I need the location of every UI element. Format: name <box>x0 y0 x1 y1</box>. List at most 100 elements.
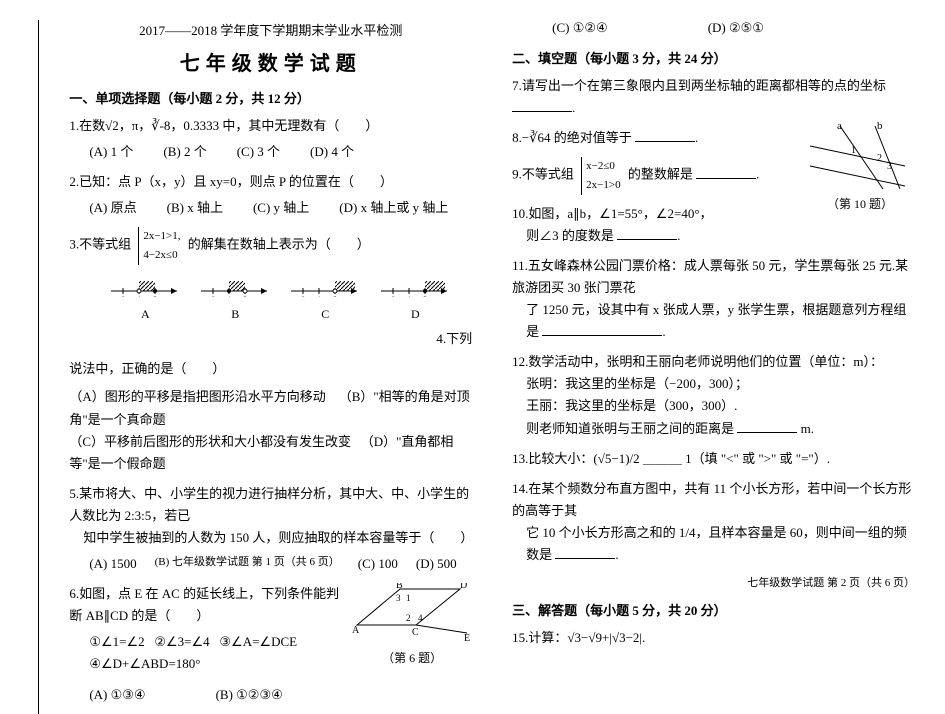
section-1-head: 一、单项选择题（每小题 2 分，共 12 分） <box>69 88 472 107</box>
q6: A B C D E 3 1 2 4 （第 6 题） 6.如图，点 E 在 AC … <box>69 583 472 705</box>
q4-lead: 4.下列 <box>69 328 472 350</box>
svg-text:E: E <box>464 633 470 641</box>
q3-label-d: D <box>379 304 451 324</box>
q12: 12.数学活动中，张明和王丽向老师说明他们的位置（单位：m）： 张明：我这里的坐… <box>512 351 915 439</box>
q6-figure: A B C D E 3 1 2 4 <box>352 583 472 641</box>
q9-sys-top: x−2≤0 <box>586 157 620 176</box>
q12-l2: 张明：我这里的坐标是（−200，300）； <box>526 373 915 395</box>
q3-stem-a: 3.不等式组 <box>69 237 131 252</box>
q9-stem-a: 9.不等式组 <box>512 167 574 182</box>
numberline-b: 0 1 2 <box>199 273 271 297</box>
q10-caption: （第 10 题） <box>805 195 915 212</box>
svg-text:2: 2 <box>406 613 411 623</box>
q14: 14.在某个频数分布直方图中，共有 11 个小长方形，若中间一个长方形的高等于其… <box>512 478 915 566</box>
q8-blank <box>635 128 695 142</box>
svg-text:D: D <box>460 583 467 591</box>
svg-text:0: 0 <box>121 295 126 297</box>
q9-stem-b: 的整数解是 <box>628 167 693 182</box>
q6-o1: ①∠1=∠2 <box>89 634 144 649</box>
q7: 7.请写出一个在第三象限内且到两坐标轴的距离都相等的点的坐标 . <box>512 75 915 119</box>
q1: 1.在数√2，π，∛-8，0.3333 中，其中无理数有（ ） (A) 1 个 … <box>69 115 472 163</box>
numberline-d: 0 1 2 <box>379 273 451 297</box>
svg-text:a: a <box>837 121 842 132</box>
q5-opt-d: (D) 500 <box>416 553 457 575</box>
q12-l3: 王丽：我这里的坐标是（300，300）. <box>526 395 915 417</box>
q2-opt-c: (C) y 轴上 <box>253 197 309 219</box>
q7-blank <box>512 98 572 112</box>
q10-l2: 则∠3 的度数是 <box>526 228 614 243</box>
svg-text:3: 3 <box>396 593 401 603</box>
q5-opt-a: (A) 1500 <box>89 553 136 575</box>
q6-caption: （第 6 题） <box>352 648 472 668</box>
svg-text:2: 2 <box>243 295 248 297</box>
q5: 5.某市将大、中、小学生的视力进行抽样分析，其中大、中、小学生的人数比为 2:3… <box>69 483 472 575</box>
q4-stem: 说法中，正确的是（ ） <box>69 358 472 380</box>
q3-label-b: B <box>199 304 271 324</box>
numberline-a: 0 1 2 <box>109 273 181 297</box>
q6-opt-b: (B) ①②③④ <box>216 684 283 706</box>
q3-sys-bot: 4−2x≤0 <box>143 246 180 265</box>
page-footer-2: 七年级数学试题 第 2 页（共 6 页） <box>512 574 915 590</box>
q2-opt-a: (A) 原点 <box>89 197 136 219</box>
svg-text:3: 3 <box>887 161 892 172</box>
q6-opt-c: (C) ①②④ <box>552 20 608 36</box>
q12-l4: 则老师知道张明与王丽之间的距离是 <box>526 421 734 436</box>
q6-opt-a: (A) ①③④ <box>89 684 145 706</box>
svg-text:0: 0 <box>391 295 396 297</box>
q5-opt-c: (C) 100 <box>358 553 398 575</box>
svg-text:0: 0 <box>301 295 306 297</box>
q1-stem: 1.在数√2，π，∛-8，0.3333 中，其中无理数有（ ） <box>69 115 472 137</box>
q3-diagrams: 0 1 2 A 0 1 <box>109 273 472 324</box>
q4: 说法中，正确的是（ ） （A）图形的平移是指把图形沿水平方向移动 （B）"相等的… <box>69 358 472 474</box>
q6-o2: ②∠3=∠4 <box>154 634 209 649</box>
svg-text:1: 1 <box>406 593 411 603</box>
q3-sys-top: 2x−1>1, <box>143 227 180 246</box>
svg-text:4: 4 <box>418 613 423 623</box>
q5-stem: 5.某市将大、中、小学生的视力进行抽样分析，其中大、中、小学生的人数比为 2:3… <box>69 483 472 527</box>
svg-text:1: 1 <box>317 295 322 297</box>
svg-text:1: 1 <box>227 295 232 297</box>
svg-text:2: 2 <box>877 153 882 164</box>
q1-opt-b: (B) 2 个 <box>163 141 206 163</box>
q6-o3: ③∠A=∠DCE <box>219 634 297 649</box>
svg-text:2: 2 <box>423 295 428 297</box>
svg-text:2: 2 <box>333 295 338 297</box>
q14-blank <box>555 545 615 559</box>
q13-stem: 13.比较大小：(√5−1)/2 ＿＿＿ 1（填 "<" 或 ">" 或 "="… <box>512 451 830 466</box>
q2-opt-b: (B) x 轴上 <box>167 197 223 219</box>
numberline-c: 0 1 2 <box>289 273 361 297</box>
doc-header: 2017——2018 学年度下学期期末学业水平检测 <box>69 20 472 39</box>
svg-text:b: b <box>877 121 883 132</box>
q1-opt-a: (A) 1 个 <box>89 141 133 163</box>
q11-l1: 11.五女峰森林公园门票价格：成人票每张 50 元，学生票每张 25 元.某旅游… <box>512 255 915 299</box>
svg-text:1: 1 <box>851 145 856 156</box>
doc-title: 七年级数学试题 <box>69 47 472 76</box>
q5-opt-b: (B) 七年级数学试题 第 1 页（共 6 页） <box>155 553 340 575</box>
q1-opt-d: (D) 4 个 <box>310 141 354 163</box>
q2-stem: 2.已知：点 P（x，y）且 xy=0，则点 P 的位置在（ ） <box>69 171 472 193</box>
q7-stem: 7.请写出一个在第三象限内且到两坐标轴的距离都相等的点的坐标 <box>512 78 886 93</box>
svg-text:A: A <box>352 625 360 636</box>
q15-stem: 15.计算：√3−√9+|√3−2|. <box>512 630 645 645</box>
q12-unit: m. <box>801 421 814 436</box>
q11: 11.五女峰森林公园门票价格：成人票每张 50 元，学生票每张 25 元.某旅游… <box>512 255 915 343</box>
q2: 2.已知：点 P（x，y）且 xy=0，则点 P 的位置在（ ） (A) 原点 … <box>69 171 472 219</box>
svg-text:1: 1 <box>407 295 412 297</box>
q3-stem-b: 的解集在数轴上表示为（ ） <box>188 237 370 252</box>
q13: 13.比较大小：(√5−1)/2 ＿＿＿ 1（填 "<" 或 ">" 或 "="… <box>512 448 915 470</box>
q3-label-a: A <box>109 304 181 324</box>
svg-text:2: 2 <box>153 295 158 297</box>
q10-figure: a b 1 2 3 <box>805 121 915 191</box>
q3-label-c: C <box>289 304 361 324</box>
q6-opt-d: (D) ②⑤① <box>708 20 764 36</box>
q9-sys-bot: 2x−1>0 <box>586 176 620 195</box>
q6-o4: ④∠D+∠ABD=180° <box>89 656 200 671</box>
q4-opt-c: （C）平移前后图形的形状和大小都没有发生改变 <box>69 434 351 449</box>
q9-blank <box>696 165 756 179</box>
svg-text:0: 0 <box>211 295 216 297</box>
q11-blank <box>542 322 662 336</box>
q8-stem: 8.−∛64 的绝对值等于 <box>512 130 632 145</box>
q15: 15.计算：√3−√9+|√3−2|. <box>512 627 915 649</box>
q10-blank <box>617 226 677 240</box>
svg-text:1: 1 <box>137 295 142 297</box>
